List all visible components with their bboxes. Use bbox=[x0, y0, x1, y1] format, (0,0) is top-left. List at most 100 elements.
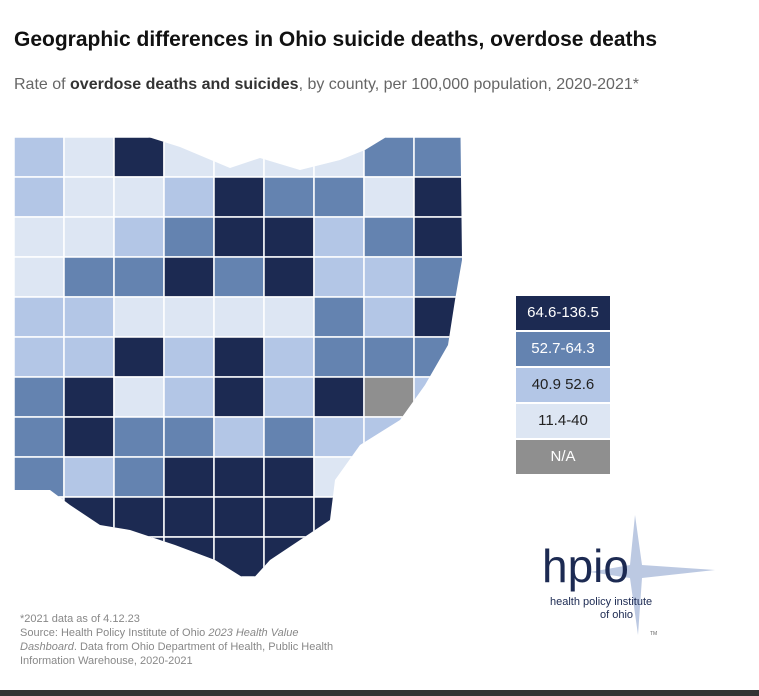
county bbox=[213, 176, 265, 218]
county bbox=[14, 256, 65, 298]
county bbox=[63, 296, 115, 338]
county bbox=[163, 496, 215, 538]
county bbox=[363, 256, 415, 298]
county bbox=[14, 336, 65, 378]
county bbox=[263, 536, 315, 578]
logo-tm: TM bbox=[650, 631, 657, 637]
county bbox=[313, 296, 365, 338]
county bbox=[313, 216, 365, 258]
county bbox=[363, 336, 415, 378]
county bbox=[263, 336, 315, 378]
county bbox=[163, 416, 215, 458]
county bbox=[213, 256, 265, 298]
county bbox=[413, 256, 462, 298]
county bbox=[14, 176, 65, 218]
county bbox=[313, 136, 365, 178]
county bbox=[63, 256, 115, 298]
county bbox=[63, 136, 115, 178]
county bbox=[263, 216, 315, 258]
county bbox=[14, 496, 65, 538]
county bbox=[213, 496, 265, 538]
county bbox=[163, 336, 215, 378]
county bbox=[313, 256, 365, 298]
county bbox=[63, 456, 115, 498]
county bbox=[213, 136, 265, 178]
county bbox=[413, 136, 462, 178]
county bbox=[113, 456, 165, 498]
county bbox=[14, 416, 65, 458]
hpio-logo: hpio health policy institute of ohio TM bbox=[542, 515, 715, 637]
county bbox=[213, 296, 265, 338]
legend-item: 40.9 52.6 bbox=[516, 368, 610, 404]
county bbox=[413, 296, 462, 338]
county bbox=[113, 136, 165, 178]
legend-item: 52.7-64.3 bbox=[516, 332, 610, 368]
county bbox=[263, 136, 315, 178]
county bbox=[163, 136, 215, 178]
bottom-bar bbox=[0, 690, 759, 696]
compass-star-icon bbox=[590, 515, 715, 635]
legend-item: N/A bbox=[516, 440, 610, 476]
county bbox=[413, 536, 462, 578]
county bbox=[263, 416, 315, 458]
county bbox=[363, 496, 415, 538]
county bbox=[14, 216, 65, 258]
county bbox=[14, 376, 65, 418]
logo-text: hpio bbox=[542, 540, 629, 592]
county bbox=[63, 496, 115, 538]
county bbox=[163, 216, 215, 258]
county bbox=[363, 456, 415, 498]
county bbox=[363, 376, 415, 418]
map-subtitle: Rate of overdose deaths and suicides, by… bbox=[14, 76, 639, 94]
county bbox=[263, 376, 315, 418]
legend-item: 64.6-136.5 bbox=[516, 296, 610, 332]
data-note: *2021 data as of 4.12.23 bbox=[20, 613, 140, 625]
county bbox=[363, 136, 415, 178]
county bbox=[263, 296, 315, 338]
county bbox=[113, 376, 165, 418]
county bbox=[113, 256, 165, 298]
county bbox=[163, 456, 215, 498]
county bbox=[313, 536, 365, 578]
county bbox=[113, 336, 165, 378]
county bbox=[63, 416, 115, 458]
county bbox=[363, 176, 415, 218]
footer-notes: *2021 data as of 4.12.23 Source: Health … bbox=[20, 612, 350, 668]
logo-tagline-2: of ohio bbox=[600, 609, 633, 621]
logo-tagline-1: health policy institute bbox=[550, 596, 652, 608]
legend: 64.6-136.5 52.7-64.3 40.9 52.6 11.4-40 N… bbox=[516, 296, 610, 476]
subtitle-prefix: Rate of bbox=[14, 76, 71, 93]
county bbox=[413, 496, 462, 538]
county bbox=[413, 376, 462, 418]
county bbox=[363, 536, 415, 578]
county bbox=[113, 176, 165, 218]
subtitle-suffix: , by county, per 100,000 population, 202… bbox=[298, 76, 639, 93]
county bbox=[213, 336, 265, 378]
county bbox=[14, 456, 65, 498]
county bbox=[263, 256, 315, 298]
county bbox=[363, 296, 415, 338]
county bbox=[63, 176, 115, 218]
county bbox=[263, 456, 315, 498]
county bbox=[14, 536, 65, 578]
county bbox=[213, 536, 265, 578]
county bbox=[63, 216, 115, 258]
source-text-2: . Data from Ohio Department of Health, P… bbox=[20, 641, 334, 667]
county bbox=[163, 376, 215, 418]
county bbox=[413, 456, 462, 498]
county bbox=[113, 416, 165, 458]
county bbox=[363, 416, 415, 458]
county bbox=[213, 456, 265, 498]
county bbox=[313, 496, 365, 538]
county bbox=[313, 336, 365, 378]
county bbox=[313, 416, 365, 458]
county bbox=[213, 216, 265, 258]
county bbox=[113, 536, 165, 578]
county bbox=[413, 176, 462, 218]
county bbox=[213, 376, 265, 418]
county bbox=[213, 416, 265, 458]
county bbox=[163, 296, 215, 338]
county bbox=[413, 216, 462, 258]
county bbox=[163, 536, 215, 578]
county bbox=[163, 176, 215, 218]
